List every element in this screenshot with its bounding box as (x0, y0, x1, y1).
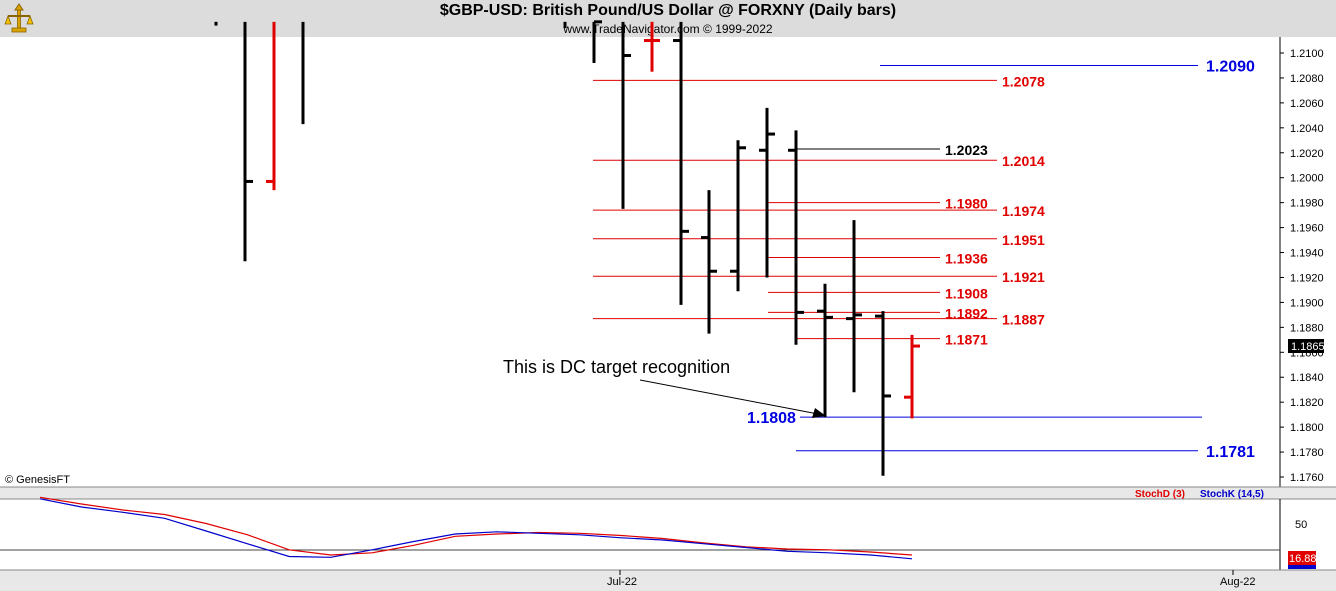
price-tick-label: 1.1960 (1290, 223, 1324, 235)
level-label: 1.1908 (945, 285, 988, 301)
level-label: 1.1921 (1002, 269, 1045, 285)
price-tick-label: 1.2100 (1290, 48, 1324, 60)
last-price-label: 1.1865 (1291, 341, 1325, 353)
price-tick-label: 1.1800 (1290, 422, 1324, 434)
ohlc-bar (788, 130, 804, 345)
ohlc-bar (592, 20, 602, 63)
chart-header: $GBP-USD: British Pound/US Dollar @ FORX… (0, 0, 1336, 37)
price-tick-label: 1.2000 (1290, 173, 1324, 185)
ohlc-bar (266, 21, 276, 191)
price-tick-label: 1.1780 (1290, 447, 1324, 459)
stoch-k-line (39, 498, 913, 560)
level-label: 1.2090 (1206, 58, 1255, 75)
ohlc-bar (875, 311, 891, 476)
price-tick-label: 1.1920 (1290, 272, 1324, 284)
price-tick-label: 1.1820 (1290, 397, 1324, 409)
price-tick-label: 1.1940 (1290, 248, 1324, 260)
ohlc-bar (673, 21, 689, 305)
level-label: 1.2023 (945, 142, 988, 158)
ohlc-bar (846, 220, 862, 393)
price-tick-label: 1.1760 (1290, 472, 1324, 484)
genesis-logo-icon (4, 3, 34, 33)
ohlc-bar (817, 283, 833, 418)
annotation-arrow (639, 379, 819, 415)
chart-credit: www.TradeNavigator.com © 1999-2022 (563, 22, 773, 36)
level-label: 1.1781 (1206, 444, 1255, 461)
level-label: 1.1936 (945, 251, 988, 267)
ohlc-bar (730, 140, 746, 292)
level-label: 1.1887 (1002, 312, 1045, 328)
ohlc-bar (904, 334, 920, 419)
chart-frame (0, 37, 1336, 591)
ohlc-bar (701, 190, 717, 334)
price-tick-label: 1.2020 (1290, 148, 1324, 160)
level-label: 1.1871 (945, 332, 988, 348)
price-tick-label: 1.2060 (1290, 98, 1324, 110)
ohlc-bar (621, 21, 631, 209)
price-tick-label: 1.1980 (1290, 198, 1324, 210)
stoch-last-value-tag: 16.88 (1288, 551, 1317, 569)
level-label: 1.1951 (1002, 232, 1045, 248)
level-label: 1.2014 (1002, 153, 1045, 169)
watermark: © GenesisFT (5, 474, 70, 486)
annotation-arrowhead (812, 408, 826, 418)
ohlc-bar (243, 21, 253, 262)
price-tick-label: 1.1900 (1290, 297, 1324, 309)
last-price-tag: 1.1865 (1288, 339, 1325, 353)
stoch-tick-50: 50 (1295, 519, 1307, 531)
price-tick-label: 1.2080 (1290, 73, 1324, 85)
x-tick-label: Aug-22 (1220, 576, 1255, 588)
level-label: 1.1980 (945, 196, 988, 212)
level-label: 1.1974 (1002, 203, 1045, 219)
chart-title: $GBP-USD: British Pound/US Dollar @ FORX… (439, 2, 897, 19)
price-tick-label: 1.1840 (1290, 372, 1324, 384)
stoch-d-line (39, 496, 913, 556)
annotation-text: This is DC target recognition (503, 357, 730, 377)
stoch-last-value: 16.88 (1289, 553, 1317, 565)
level-label: 1.1808 (747, 410, 796, 427)
ohlc-bar (644, 21, 660, 72)
legend-stoch-k: StochK (14,5) (1200, 489, 1264, 500)
x-tick-label: Jul-22 (607, 576, 637, 588)
ohlc-bar (759, 107, 775, 278)
legend-stoch-d: StochD (3) (1135, 489, 1185, 500)
price-tick-label: 1.2040 (1290, 123, 1324, 135)
price-tick-label: 1.1880 (1290, 322, 1324, 334)
level-label: 1.2078 (1002, 73, 1045, 89)
level-label: 1.1892 (945, 305, 988, 321)
